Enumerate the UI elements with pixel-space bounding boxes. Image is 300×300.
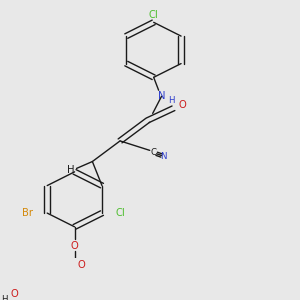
Text: Br: Br bbox=[22, 208, 33, 218]
Text: Cl: Cl bbox=[116, 208, 126, 218]
Text: O: O bbox=[71, 241, 79, 251]
Text: H: H bbox=[1, 296, 8, 300]
Text: H: H bbox=[168, 96, 175, 105]
Text: N: N bbox=[160, 152, 167, 161]
Text: C: C bbox=[151, 148, 157, 158]
Text: O: O bbox=[78, 260, 86, 270]
Text: O: O bbox=[178, 100, 186, 110]
Text: Cl: Cl bbox=[149, 11, 159, 20]
Text: N: N bbox=[158, 91, 165, 101]
Text: O: O bbox=[11, 289, 18, 299]
Text: H: H bbox=[67, 165, 74, 175]
